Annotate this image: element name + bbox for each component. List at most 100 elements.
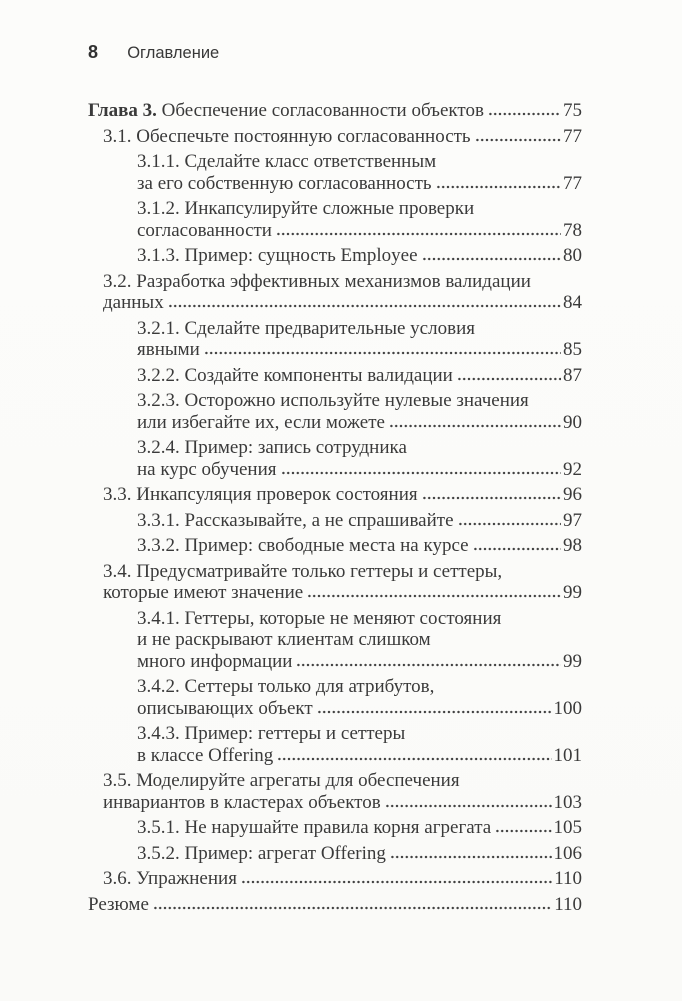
toc-page-number: 96 — [563, 484, 582, 505]
toc-entry-line: 3.1.3. Пример: сущность Employee 80 — [137, 245, 582, 267]
toc-entry-text: 3.4. Предусматривайте только геттеры и с… — [103, 560, 503, 582]
toc-entry-line: 3.3.2. Пример: свободные места на курсе 9… — [137, 535, 582, 557]
toc-entry: 3.2.1. Сделайте предварительные условия я… — [88, 318, 582, 361]
toc-entry-text: 3.6. Упражнения — [103, 868, 237, 889]
toc-entry-text: в классе Offering — [137, 744, 274, 766]
toc-entry: 3.1.1. Сделайте класс ответственным за ег… — [88, 151, 582, 194]
dot-leader — [495, 829, 552, 833]
toc-entry-line: 3.1. Обеспечьте постоянную согласованнос… — [103, 126, 582, 148]
toc-entry-text: данных — [103, 292, 164, 313]
toc-entry-line: 3.3.1. Рассказывайте, а не спрашивайте 97 — [137, 510, 582, 532]
toc-entry-line: 3.4. Предусматривайте только геттеры и с… — [103, 561, 582, 583]
toc-entry-text: 3.2.2. Создайте компоненты валидации — [137, 364, 453, 386]
toc-entry-text: 3.4.3. Пример: геттеры и сеттеры — [137, 723, 406, 744]
toc-entry-line: 3.2. Разработка эффективных механизмов в… — [103, 271, 582, 293]
toc-entry: 3.4.1. Геттеры, которые не меняют состоя… — [88, 608, 582, 673]
toc-entry: 3.5. Моделируйте агрегаты для обеспечени… — [88, 770, 582, 813]
toc-page-number: 92 — [563, 458, 582, 480]
toc-page-number: 97 — [563, 509, 582, 531]
toc-entry-line: явными 85 — [137, 339, 582, 361]
dot-leader — [388, 423, 561, 428]
toc-entry-text: за его собственную согласованность — [137, 172, 432, 194]
toc-entry-line: 3.4.1. Геттеры, которые не меняют состоя… — [137, 608, 582, 630]
dot-leader — [421, 257, 561, 261]
toc-page-number: 103 — [553, 791, 583, 813]
toc-entry-line: Глава 3. Обеспечение согласованности объ… — [88, 100, 582, 122]
toc-entry: 3.5.2. Пример: агрегат Offering 106 — [88, 843, 582, 865]
toc-entry-line: или избегайте их, если можете 90 — [137, 412, 582, 434]
toc-entry-line: 3.2.3. Осторожно используйте нулевые зна… — [137, 390, 582, 412]
toc-entry: Глава 3. Обеспечение согласованности объ… — [88, 100, 582, 122]
toc-entry-text: и не раскрывают клиентам слишком — [137, 629, 431, 650]
dot-leader — [389, 854, 552, 859]
toc-entry-text: согласованности — [137, 219, 272, 241]
toc-entry-text: 3.1.2. Инкапсулируйте сложные проверки — [137, 198, 475, 219]
toc-page-number: 87 — [563, 364, 582, 386]
dot-leader — [240, 880, 553, 884]
toc-entry: Резюме 110 — [88, 894, 582, 916]
toc-entry-line: на курс обучения 92 — [137, 459, 582, 481]
toc-entry-text: 3.5. Моделируйте агрегаты для обеспечени… — [103, 770, 460, 791]
dot-leader — [456, 376, 561, 381]
dot-leader — [474, 137, 561, 142]
toc-page-number: 105 — [553, 817, 583, 838]
toc-entry-line: 3.1.2. Инкапсулируйте сложные проверки — [137, 198, 582, 220]
toc-entry-text: 3.4.1. Геттеры, которые не меняют состоя… — [137, 607, 502, 629]
toc-entry-line: 3.1.1. Сделайте класс ответственным — [137, 151, 582, 173]
toc-entry: 3.4.2. Сеттеры только для атрибутов, опис… — [88, 676, 582, 719]
toc-entry-text: 3.3.1. Рассказывайте, а не спрашивайте — [137, 509, 454, 531]
toc-entry-text: Глава 3. Обеспечение согласованности объ… — [88, 100, 484, 121]
toc-entry-line: 3.6. Упражнения 110 — [103, 868, 582, 890]
dot-leader — [280, 470, 561, 475]
toc-entry-text: Резюме — [88, 893, 149, 915]
toc-entry-text: или избегайте их, если можете — [137, 411, 385, 433]
toc-entry-line: 3.5. Моделируйте агрегаты для обеспечени… — [103, 770, 582, 792]
toc-entry: 3.2.3. Осторожно используйте нулевые зна… — [88, 390, 582, 433]
dot-leader — [435, 184, 561, 189]
toc-entry-text: 3.1. Обеспечьте постоянную согласованнос… — [103, 125, 471, 147]
toc-page-number: 75 — [563, 100, 582, 121]
toc-entry-line: 3.2.4. Пример: запись сотрудника — [137, 437, 582, 459]
dot-leader — [487, 112, 561, 116]
dot-leader — [457, 521, 561, 526]
toc-entry-text: описывающих объект — [137, 697, 313, 719]
toc-entry-text: которые имеют значение — [103, 582, 304, 603]
toc-entry-text: 3.2. Разработка эффективных механизмов в… — [103, 270, 531, 292]
toc-page-number: 90 — [563, 411, 582, 433]
dot-leader — [203, 351, 561, 355]
toc-page-number: 99 — [563, 650, 582, 672]
toc-page-number: 100 — [553, 697, 583, 719]
toc-entry: 3.2.4. Пример: запись сотрудника на курс … — [88, 437, 582, 480]
table-of-contents: Глава 3. Обеспечение согласованности объ… — [88, 100, 582, 919]
toc-entry-text: явными — [137, 339, 200, 360]
toc-entry-line: в классе Offering 101 — [137, 745, 582, 767]
toc-entry-line: и не раскрывают клиентам слишком — [137, 629, 582, 651]
toc-entry-text: 3.4.2. Сеттеры только для атрибутов, — [137, 676, 435, 697]
toc-entry: 3.6. Упражнения 110 — [88, 868, 582, 890]
dot-leader — [277, 756, 552, 761]
toc-page-number: 77 — [563, 125, 582, 147]
toc-entry-line: за его собственную согласованность 77 — [137, 173, 582, 195]
toc-entry: 3.1.2. Инкапсулируйте сложные проверки со… — [88, 198, 582, 241]
toc-entry-text: 3.3. Инкапсуляция проверок состояния — [103, 484, 418, 505]
toc-entry: 3.1. Обеспечьте постоянную согласованнос… — [88, 126, 582, 148]
toc-entry: 3.4. Предусматривайте только геттеры и с… — [88, 561, 582, 604]
toc-entry: 3.5.1. Не нарушайте правила корня агрега… — [88, 817, 582, 839]
toc-entry-line: 3.3. Инкапсуляция проверок состояния 96 — [103, 484, 582, 506]
toc-entry-line: 3.4.3. Пример: геттеры и сеттеры — [137, 723, 582, 745]
toc-entry-text: 3.5.1. Не нарушайте правила корня агрега… — [137, 817, 492, 838]
toc-entry-line: Резюме 110 — [88, 894, 582, 916]
toc-entry-line: 3.5.2. Пример: агрегат Offering 106 — [137, 843, 582, 865]
toc-page-number: 77 — [563, 172, 582, 194]
toc-entry-text: 3.1.3. Пример: сущность Employee — [137, 245, 418, 266]
toc-entry-line: согласованности 78 — [137, 220, 582, 242]
page-header: 8 Оглавление — [88, 42, 219, 63]
dot-leader — [421, 496, 561, 500]
dot-leader — [316, 709, 552, 714]
toc-entry-text: инвариантов в кластерах объектов — [103, 791, 381, 813]
toc-page-number: 85 — [563, 339, 582, 360]
dot-leader — [296, 662, 561, 667]
toc-entry-text: 3.5.2. Пример: агрегат Offering — [137, 842, 386, 864]
toc-entry-line: инвариантов в кластерах объектов 103 — [103, 792, 582, 814]
